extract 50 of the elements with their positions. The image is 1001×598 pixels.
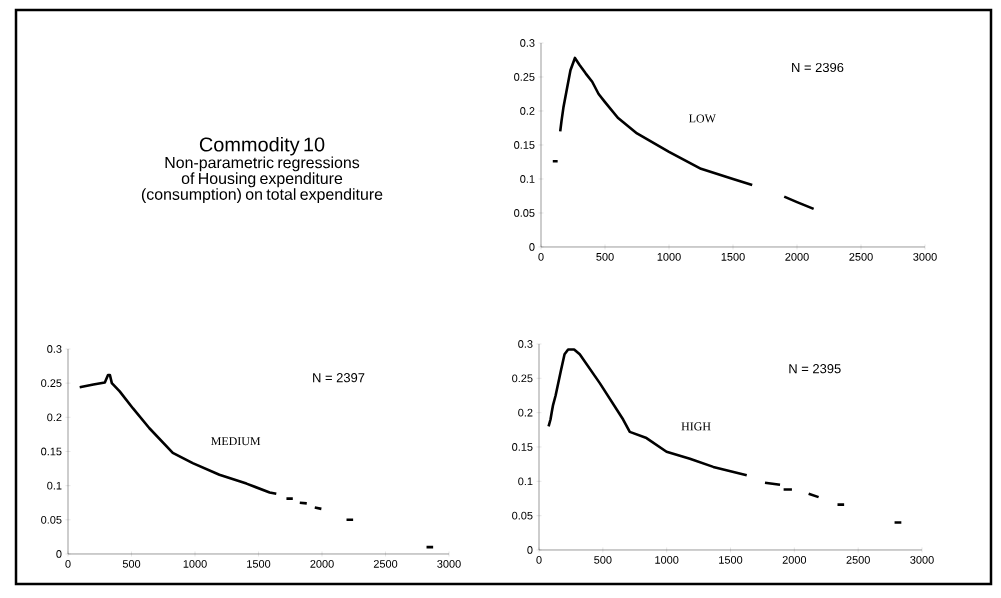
annotation: N = 2396 bbox=[792, 62, 844, 73]
y-tick-label: 0.25 bbox=[41, 379, 62, 388]
y-tick-label: 0.3 bbox=[520, 39, 535, 47]
y-tick-label: 0.05 bbox=[514, 209, 535, 217]
y-tick-label: 0 bbox=[529, 243, 535, 251]
y-tick-label: 0.1 bbox=[518, 477, 533, 486]
y-tick-label: 0.1 bbox=[47, 481, 62, 490]
x-tick-label: 1500 bbox=[721, 253, 745, 261]
x-tick-label: 2000 bbox=[785, 253, 809, 261]
x-tick-label: 1500 bbox=[247, 560, 271, 568]
x-tick-label: 500 bbox=[596, 253, 614, 261]
y-tick-label: 0.3 bbox=[47, 345, 62, 353]
y-tick-label: 0.15 bbox=[512, 443, 533, 451]
y-tick-label: 0.25 bbox=[512, 374, 533, 383]
annotation: LOW bbox=[689, 114, 716, 123]
x-tick-label: 2500 bbox=[846, 556, 870, 564]
y-tick-label: 0.25 bbox=[514, 73, 535, 81]
y-tick-label: 0.2 bbox=[518, 408, 533, 417]
annotation: MEDIUM bbox=[211, 437, 261, 446]
x-tick-label: 0 bbox=[538, 253, 544, 261]
x-tick-label: 2500 bbox=[373, 560, 398, 568]
x-tick-label: 3000 bbox=[437, 560, 461, 568]
x-tick-label: 2500 bbox=[849, 253, 873, 261]
x-tick-label: 500 bbox=[122, 560, 141, 568]
x-tick-label: 0 bbox=[65, 560, 71, 568]
y-tick-label: 0.1 bbox=[520, 175, 535, 183]
y-tick-label: 0.15 bbox=[514, 141, 535, 149]
x-tick-label: 1500 bbox=[719, 556, 743, 564]
x-tick-label: 1000 bbox=[657, 253, 681, 261]
x-tick-label: 1000 bbox=[183, 560, 207, 568]
text: Non-parametric regressions of Housing expenditure (consumption) on total expenditure bbox=[141, 156, 383, 204]
y-tick-label: 0.15 bbox=[41, 447, 62, 456]
y-tick-label: 0.3 bbox=[518, 340, 533, 348]
y-tick-label: 0.2 bbox=[520, 107, 535, 115]
x-tick-label: 3000 bbox=[910, 556, 934, 564]
y-tick-label: 0.2 bbox=[47, 413, 62, 422]
y-tick-label: 0 bbox=[56, 550, 62, 558]
annotation: N = 2395 bbox=[789, 364, 841, 374]
x-tick-label: 0 bbox=[536, 556, 542, 564]
x-tick-label: 2000 bbox=[310, 560, 334, 568]
annotation: HIGH bbox=[681, 422, 711, 431]
y-tick-label: 0.05 bbox=[512, 511, 533, 520]
text: Commodity 10 bbox=[199, 136, 325, 156]
annotation: N = 2397 bbox=[313, 373, 365, 383]
y-tick-label: 0 bbox=[527, 546, 533, 554]
y-tick-label: 0.05 bbox=[41, 515, 62, 524]
x-tick-label: 1000 bbox=[655, 556, 679, 564]
x-tick-label: 2000 bbox=[782, 556, 807, 564]
x-tick-label: 500 bbox=[594, 556, 612, 564]
x-tick-label: 3000 bbox=[913, 253, 937, 261]
